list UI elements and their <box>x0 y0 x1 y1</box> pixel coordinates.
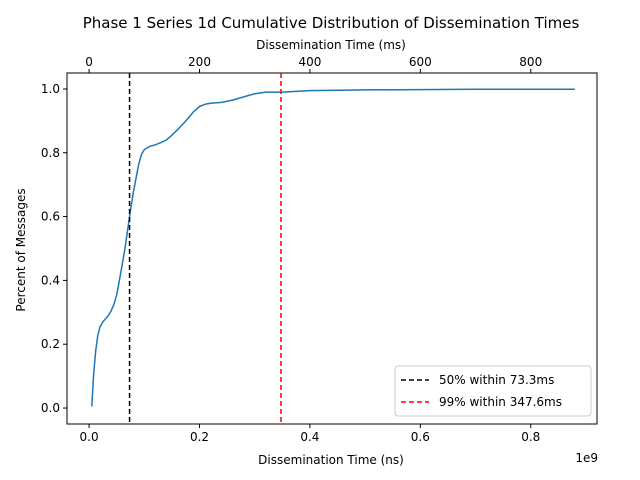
y-tick-label: 1.0 <box>41 82 60 96</box>
x-tick-label: 0.2 <box>190 430 209 444</box>
y-tick-label: 0.8 <box>41 146 60 160</box>
chart-title: Phase 1 Series 1d Cumulative Distributio… <box>83 14 580 32</box>
x2-tick-label: 200 <box>188 55 211 69</box>
x-tick-label: 0.6 <box>411 430 430 444</box>
left-axis-label: Percent of Messages <box>14 188 28 311</box>
y-tick-label: 0.2 <box>41 337 60 351</box>
top-axis-label: Dissemination Time (ms) <box>256 38 406 52</box>
plot-frame <box>66 72 598 425</box>
legend-entry: 50% within 73.3ms <box>439 373 554 387</box>
x-tick-label: 0.4 <box>300 430 319 444</box>
x2-tick-label: 800 <box>519 55 542 69</box>
plot-area: 0.0 0.2 0.4 0.6 0.8 0 200 400 600 800 0.0 0.2 0.4 0.6… <box>41 55 598 444</box>
legend-entry: 99% within 347.6ms <box>439 395 562 409</box>
x2-tick-label: 400 <box>298 55 321 69</box>
x2-tick-label: 0 <box>85 55 93 69</box>
cdf-series-line <box>91 88 575 407</box>
x-axis-offset-label: 1e9 <box>575 451 598 465</box>
x-tick-label: 0.8 <box>521 430 540 444</box>
y-tick-label: 0.0 <box>41 401 60 415</box>
x-tick-label: 0.0 <box>80 430 99 444</box>
bottom-axis-label: Dissemination Time (ns) <box>258 453 404 467</box>
y-tick-label: 0.6 <box>41 210 60 224</box>
legend-box <box>394 365 592 417</box>
x2-tick-label: 600 <box>409 55 432 69</box>
y-tick-label: 0.4 <box>41 273 60 287</box>
